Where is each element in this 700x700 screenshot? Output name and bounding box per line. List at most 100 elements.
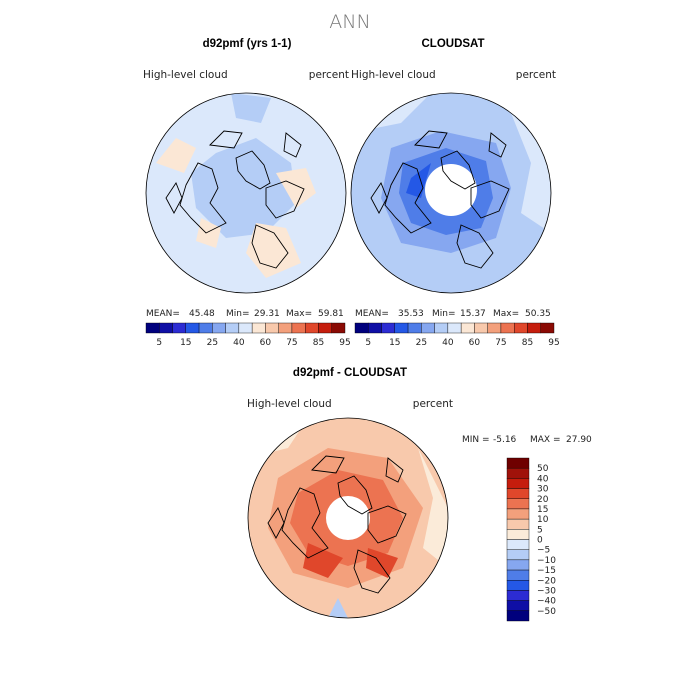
panel-model-map [146, 93, 346, 293]
panel-obs-colorbar-swatch [514, 322, 528, 334]
panel-obs-colorbar-swatch [487, 322, 502, 334]
panel-model-field-region [276, 168, 316, 208]
panel-diff-field-region [418, 448, 448, 568]
panel-diff-land-outline [311, 455, 345, 474]
panel-diff-units: percent [413, 398, 453, 410]
panel-obs-units: percent [516, 69, 556, 81]
panel-model-colorbar: 5 15 25 40 60 75 85 95 [145, 322, 351, 348]
panel-diff-title: d92pmf - CLOUDSAT [293, 367, 407, 379]
panel-diff-colorbar-tick-label: 15 [537, 505, 548, 515]
panel-obs-colorbar-swatch [354, 322, 369, 334]
panel-model-land-outline [235, 150, 271, 190]
panel-diff-colorbar-tick-label: 50 [537, 464, 549, 474]
panel-obs-colorbar-swatch [500, 322, 515, 334]
panel-obs-colorbar-swatch [394, 322, 409, 334]
panel-diff-colorbar-tick-label: −5 [537, 546, 550, 556]
panel-diff-colorbar-swatch [506, 498, 530, 510]
panel-model-land-outline [209, 130, 243, 149]
panel-obs-land-outline [440, 150, 476, 190]
panel-obs-colorbar-tick-label: 15 [389, 338, 400, 348]
panel-diff-colorbar-tick-label: −10 [537, 556, 556, 566]
panel-model-colorbar-swatch [278, 322, 293, 334]
panel-model-colorbar-tick-label: 95 [339, 338, 350, 348]
panel-obs-title: CLOUDSAT [421, 38, 484, 50]
panel-obs-land-outline [384, 162, 432, 234]
panel-diff-colorbar-tick-label: 5 [537, 525, 543, 535]
panel-obs-land-outline [370, 182, 388, 214]
panel-model-field-region [231, 93, 271, 123]
panel-obs-stat-mean-label: MEAN= [355, 309, 389, 319]
panel-diff-colorbar-swatch [506, 559, 530, 571]
panel-obs-colorbar-tick-label: 60 [469, 338, 481, 348]
panel-obs: CLOUDSAT High-level cloud percent MEAN= … [350, 38, 560, 348]
panel-model: d92pmf (yrs 1-1) High-level cloud percen… [143, 38, 351, 348]
panel-diff-colorbar-tick-label: −20 [537, 576, 556, 586]
panel-diff: d92pmf - CLOUDSAT High-level cloud perce… [247, 367, 592, 622]
panel-diff-land-outline [281, 487, 329, 559]
panel-obs-colorbar-swatch [368, 322, 382, 334]
panel-obs-colorbar-swatch [434, 322, 449, 334]
panel-model-colorbar-swatch [145, 322, 160, 334]
panel-diff-land-outline [367, 505, 407, 544]
panel-obs-land-outline [456, 224, 494, 269]
panel-model-colorbar-tick-label: 25 [207, 338, 218, 348]
panel-obs-colorbar-tick-label: 85 [522, 338, 533, 348]
panel-obs-colorbar-swatch [381, 322, 395, 334]
panel-model-colorbar-tick-label: 5 [156, 338, 162, 348]
panel-diff-stat-min-label: MIN = [462, 435, 490, 445]
panel-model-colorbar-swatch [331, 322, 346, 334]
panel-obs-colorbar-tick-label: 75 [495, 338, 506, 348]
panel-diff-colorbar-swatch [506, 600, 530, 612]
panel-diff-field-region [303, 543, 343, 578]
panel-model-map-border [145, 92, 347, 294]
panel-obs-stat-min: 15.37 [460, 309, 486, 319]
panel-obs-stat-mean: 35.53 [398, 309, 424, 319]
panel-model-colorbar-tick-label: 15 [180, 338, 191, 348]
panel-model-stat-mean-label: MEAN= [146, 309, 180, 319]
panel-model-stat-max-label: Max= [286, 309, 312, 319]
panel-model-colorbar-swatch [225, 322, 240, 334]
panel-obs-colorbar-tick-label: 25 [416, 338, 427, 348]
panel-diff-colorbar-swatch [506, 488, 530, 499]
panel-obs-colorbar-tick-label: 95 [548, 338, 559, 348]
panel-diff-field-region [328, 598, 348, 618]
panel-model-colorbar-swatch [159, 322, 173, 334]
panel-diff-colorbar-swatch [506, 467, 530, 479]
panel-model-colorbar-tick-label: 60 [260, 338, 272, 348]
panel-diff-field-region [366, 548, 398, 578]
panel-obs-land-outline [470, 180, 510, 219]
panel-obs-colorbar: 5 15 25 40 60 75 85 95 [354, 322, 560, 348]
panel-diff-variable: High-level cloud [247, 398, 332, 410]
panel-diff-colorbar-swatch [506, 590, 530, 601]
panel-model-colorbar-swatch [185, 322, 200, 334]
panel-diff-colorbar-swatch [506, 478, 530, 489]
panel-obs-missing-data-hole [425, 164, 477, 216]
panel-diff-stat-max-label: MAX = [530, 435, 561, 445]
panel-model-field-region [156, 138, 196, 173]
panel-model-colorbar-swatch [251, 322, 266, 334]
panel-diff-colorbar-tick-label: 10 [537, 515, 549, 525]
panel-model-colorbar-swatch [212, 322, 226, 334]
panel-model-field-region [191, 138, 296, 238]
panel-obs-colorbar-swatch [447, 322, 462, 334]
panel-diff-colorbar-swatch [506, 610, 530, 622]
panel-diff-colorbar-swatch [506, 580, 530, 591]
panel-obs-land-outline [414, 130, 448, 149]
panel-diff-colorbar-swatch [506, 457, 530, 469]
panel-model-land-outline [179, 162, 227, 234]
panel-diff-colorbar-tick-label: 20 [537, 495, 549, 505]
panel-model-colorbar-swatch [265, 322, 279, 334]
panel-diff-colorbar-tick-label: −40 [537, 597, 556, 607]
panel-diff-stat-min: -5.16 [493, 435, 517, 445]
panel-model-field-region [196, 218, 221, 248]
panel-diff-land-outline [385, 457, 404, 483]
panel-diff-land-outline [267, 507, 285, 539]
panel-model-field-region [246, 223, 301, 278]
panel-model-colorbar-swatch [318, 322, 332, 334]
panel-diff-land-outline [337, 475, 373, 515]
season-title: ANN [329, 11, 370, 33]
panel-model-title: d92pmf (yrs 1-1) [203, 38, 292, 50]
panel-obs-colorbar-swatch [474, 322, 488, 334]
